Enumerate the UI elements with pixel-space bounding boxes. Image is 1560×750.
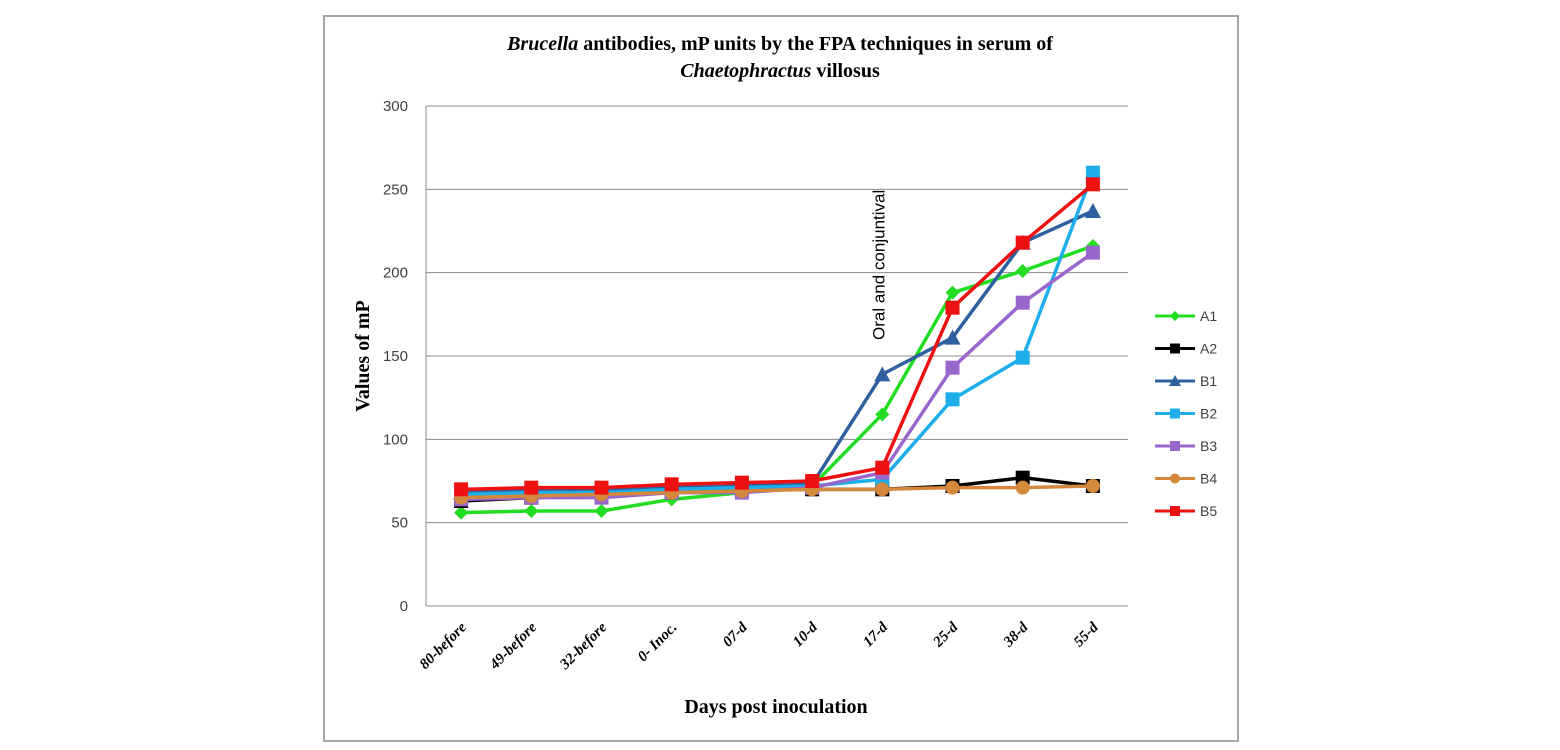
legend-label: B4 [1200,471,1217,487]
y-tick-label: 50 [391,515,408,532]
data-point-b3 [945,360,960,375]
series-line-b4 [461,484,1093,500]
data-point-a1 [945,285,960,300]
data-point-b5 [524,480,539,495]
gridlines [426,105,1128,524]
data-point-a1 [875,407,890,422]
legend: A1 A2 B1 B2 B3 B4 B5 [1155,308,1217,519]
annotation-text: Oral and conjuntival [869,190,888,340]
y-tick-label: 300 [383,98,408,115]
x-tick-label: 0- Inoc. [635,620,680,665]
series-group [453,165,1101,520]
series-line-b5 [461,182,1095,492]
data-point-b5 [454,482,469,497]
data-point-a1 [524,504,539,518]
legend-item-a1: A1 [1155,308,1217,324]
title-line-2: Chaetophractus villosus [680,60,880,82]
legend-marker [1170,311,1180,321]
legend-item-b5: B5 [1155,503,1217,519]
annotations: Oral and conjuntival [869,190,888,340]
title-rest-2: villosus [811,60,880,82]
data-point-b3 [1015,295,1030,310]
series-line-a1 [461,244,1094,515]
data-point-b1 [1084,203,1101,218]
y-tick-label: 200 [383,265,408,282]
legend-marker [1170,343,1180,354]
title-line-1: Brucella antibodies, mP units by the FPA… [506,33,1053,55]
legend-label: A2 [1200,341,1217,357]
y-tick-label: 250 [383,181,408,198]
data-point-b2 [1015,350,1030,365]
legend-item-b3: B3 [1155,438,1217,454]
series-b2 [454,165,1100,502]
data-point-a1 [454,505,469,520]
legend-item-b2: B2 [1155,406,1217,422]
y-tick-label: 150 [383,348,408,365]
data-point-b5 [945,300,960,315]
legend-label: B3 [1200,438,1217,454]
legend-marker [1170,408,1180,419]
legend-marker [1170,473,1180,484]
series-b1 [453,203,1101,500]
x-axis-label: Days post inoculation [684,696,867,718]
data-point-b5 [594,480,609,495]
x-tick-label: 07-d [720,619,751,650]
chart-title: Brucella antibodies, mP units by the FPA… [506,33,1053,82]
x-tick-label: 10-d [790,619,821,650]
data-point-b5 [875,460,890,475]
data-point-b5 [664,477,679,492]
legend-marker [1170,441,1180,451]
x-tick-label: 38-d [1000,619,1032,651]
legend-item-a2: A2 [1155,341,1217,357]
axes [425,106,1128,607]
x-tick-label: 17-d [860,619,891,650]
y-tick-label: 0 [400,598,408,615]
x-tick-label: 49-before [486,619,540,673]
legend-item-b1: B1 [1155,373,1217,389]
data-point-a1 [594,504,609,518]
data-point-b2 [945,392,960,407]
data-point-a1 [1015,264,1030,278]
legend-label: B2 [1200,406,1217,422]
x-tick-label: 80-before [417,619,470,672]
chart-frame [323,15,1239,742]
legend-marker [1170,506,1180,516]
x-axis-ticks: 80-before 49-before 32-before 0- Inoc. 07-d 1… [417,619,1102,673]
data-point-b4 [1015,480,1030,495]
data-point-b5 [1015,235,1030,250]
data-point-b4 [1085,479,1100,493]
x-tick-label: 55-d [1071,619,1102,650]
data-point-b5 [734,475,749,490]
legend-label: A1 [1200,308,1217,324]
data-point-b1 [944,329,961,345]
legend-label: B1 [1200,373,1217,389]
data-point-b5 [1085,177,1100,192]
legend-item-b4: B4 [1155,471,1217,487]
data-point-a2 [1015,470,1030,485]
series-line-b2 [461,172,1095,497]
y-axis-ticks: 0 50 100 150 200 250 300 [383,98,408,615]
data-point-b2 [1085,165,1100,180]
legend-marker [1169,375,1181,386]
data-point-b3 [1085,245,1100,260]
title-italic-1: Brucella [506,33,578,55]
series-line-b1 [461,209,1094,495]
series-b5 [454,177,1100,497]
data-point-b1 [874,366,891,382]
data-point-b4 [945,480,960,495]
y-tick-label: 100 [383,431,408,448]
series-line-b3 [461,251,1094,502]
title-rest-1: antibodies, mP units by the FPA techniqu… [578,33,1053,55]
y-axis-label: Values of mP [352,300,374,411]
x-tick-label: 32-before [556,619,610,673]
legend-label: B5 [1200,503,1217,519]
data-point-b4 [875,482,890,497]
title-italic-2: Chaetophractus [680,60,811,82]
series-b3 [454,245,1100,507]
data-point-b5 [805,474,820,488]
series-a1 [454,239,1100,520]
x-tick-label: 25-d [930,619,962,651]
